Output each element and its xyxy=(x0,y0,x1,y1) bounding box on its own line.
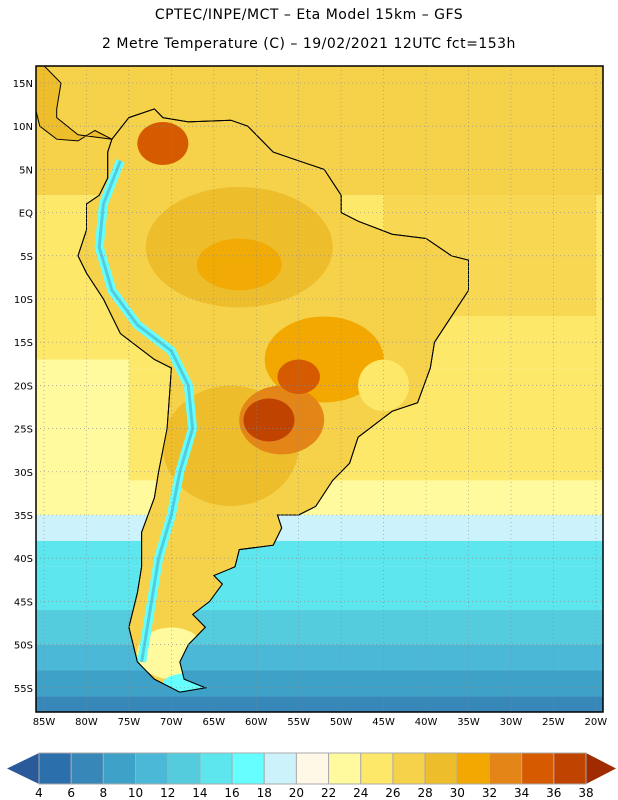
colorbar-label: 26 xyxy=(385,786,400,800)
latitude-label: 45S xyxy=(14,597,33,608)
colorbar-swatch xyxy=(135,752,169,785)
pantanal-hot-area xyxy=(277,359,320,394)
land-temperature-field xyxy=(94,121,444,693)
latitude-label: 10S xyxy=(14,295,33,306)
longitude-label: 45W xyxy=(372,717,395,728)
colorbar-label: 30 xyxy=(450,786,465,800)
latitude-label: EQ xyxy=(19,209,33,220)
colorbar-swatch xyxy=(199,752,233,785)
longitude-label: 25W xyxy=(542,717,565,728)
colorbar-label: 14 xyxy=(192,786,207,800)
map-area xyxy=(36,66,603,712)
latitude-label: 55S xyxy=(14,684,33,695)
southeast-cool-area xyxy=(358,359,410,412)
colorbar-label: 36 xyxy=(546,786,561,800)
latitude-label: 30S xyxy=(14,468,33,479)
longitude-label: 40W xyxy=(415,717,438,728)
ocean-band xyxy=(36,515,603,541)
longitude-label: 35W xyxy=(457,717,480,728)
colorbar-swatch xyxy=(360,752,394,785)
latitude-label: 25S xyxy=(14,425,33,436)
map-frame xyxy=(35,65,604,713)
colorbar-swatch xyxy=(102,752,137,785)
colorbar-swatch xyxy=(70,752,104,785)
central-america-land xyxy=(36,66,113,142)
colorbar-swatch xyxy=(231,752,265,785)
colorbar-swatch xyxy=(392,752,426,785)
colorbar-label: 12 xyxy=(160,786,175,800)
colorbar-swatch xyxy=(424,752,458,785)
longitude-labels: 85W 80W 75W 70W 65W 60W 55W 50W 45W 40W 35W 30W 25W 2… xyxy=(33,717,608,728)
northeast-area xyxy=(375,256,444,342)
colorbar-swatch xyxy=(167,752,201,785)
latitude-label: 35S xyxy=(14,511,33,522)
colorbar-label: 32 xyxy=(482,786,497,800)
colorbar-high-arrow xyxy=(586,753,616,784)
ocean-band xyxy=(36,696,603,712)
pacific-cool-patch xyxy=(36,359,129,481)
coastline xyxy=(77,108,469,693)
paraguay-hottest-area xyxy=(243,398,295,442)
colorbar-label: 4 xyxy=(35,786,43,800)
colorbar-swatch xyxy=(488,752,523,785)
amazon-hot-area xyxy=(196,238,282,291)
colorbar-label: 18 xyxy=(257,786,272,800)
colorbar-label: 34 xyxy=(514,786,529,800)
colorbar-swatch xyxy=(295,752,330,785)
longitude-label: 60W xyxy=(245,717,268,728)
latitude-label: 40S xyxy=(14,554,33,565)
colorbar-swatch xyxy=(521,752,555,785)
latitude-label: 5S xyxy=(20,252,33,263)
ocean-band xyxy=(36,610,603,645)
ocean-band xyxy=(36,644,603,671)
colorbar: 4 6 8 10 12 14 16 18 20 22 24 26 28 30 32 34 36 38 xyxy=(7,752,616,800)
colorbar-label: 20 xyxy=(289,786,304,800)
latitude-label: 20S xyxy=(14,381,33,392)
colorbar-label: 6 xyxy=(67,786,75,800)
longitude-label: 50W xyxy=(330,717,353,728)
colorbar-swatch xyxy=(328,752,362,785)
lat-lon-grid xyxy=(36,66,603,712)
ocean-band xyxy=(36,540,603,567)
longitude-label: 80W xyxy=(75,717,98,728)
colorbar-label: 28 xyxy=(417,786,432,800)
colorbar-label: 38 xyxy=(578,786,593,800)
colorbar-label: 22 xyxy=(321,786,336,800)
colorbar-label: 24 xyxy=(353,786,368,800)
longitude-label: 75W xyxy=(118,717,141,728)
latitude-label: 15N xyxy=(13,79,33,90)
colorbar-swatch xyxy=(553,752,587,785)
colorbar-swatch xyxy=(456,752,490,785)
longitude-label: 30W xyxy=(500,717,523,728)
colorbar-low-arrow xyxy=(7,753,39,784)
ocean-band xyxy=(36,670,603,697)
ocean-band xyxy=(36,566,603,611)
latitude-label: 15S xyxy=(14,338,33,349)
map-title: CPTEC/INPE/MCT – Eta Model 15km – GFS xyxy=(154,7,464,23)
latitude-label: 10N xyxy=(13,122,33,133)
colorbar-label: 16 xyxy=(224,786,239,800)
latitude-labels: 15N 10N 5N EQ 5S 10S 15S 20S 25S 30S 35S 40S 45S 50S 5… xyxy=(13,79,33,695)
longitude-label: 20W xyxy=(585,717,608,728)
longitude-label: 85W xyxy=(33,717,56,728)
venezuela-hot-area xyxy=(137,121,189,165)
colorbar-label: 10 xyxy=(128,786,143,800)
longitude-label: 55W xyxy=(287,717,310,728)
latitude-label: 5N xyxy=(19,165,33,176)
map-subtitle: 2 Metre Temperature (C) – 19/02/2021 12U… xyxy=(102,36,516,52)
colorbar-swatch xyxy=(263,752,297,785)
colorbar-swatch xyxy=(38,752,72,785)
longitude-label: 70W xyxy=(160,717,183,728)
longitude-label: 65W xyxy=(202,717,225,728)
latitude-label: 50S xyxy=(14,641,33,652)
colorbar-label: 8 xyxy=(100,786,108,800)
